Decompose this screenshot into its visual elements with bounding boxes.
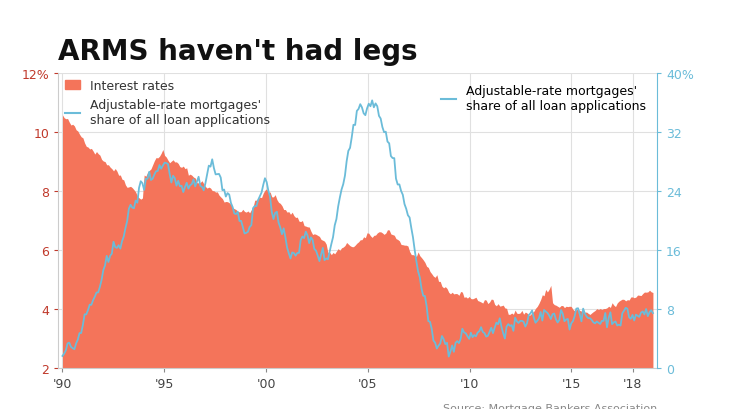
Text: Source: Mortgage Bankers Association: Source: Mortgage Bankers Association <box>443 403 657 409</box>
Legend: Adjustable-rate mortgages'
share of all loan applications: Adjustable-rate mortgages' share of all … <box>436 80 650 118</box>
Text: ARMS haven't had legs: ARMS haven't had legs <box>58 38 418 66</box>
Legend: Interest rates, Adjustable-rate mortgages'
share of all loan applications: Interest rates, Adjustable-rate mortgage… <box>65 80 269 127</box>
